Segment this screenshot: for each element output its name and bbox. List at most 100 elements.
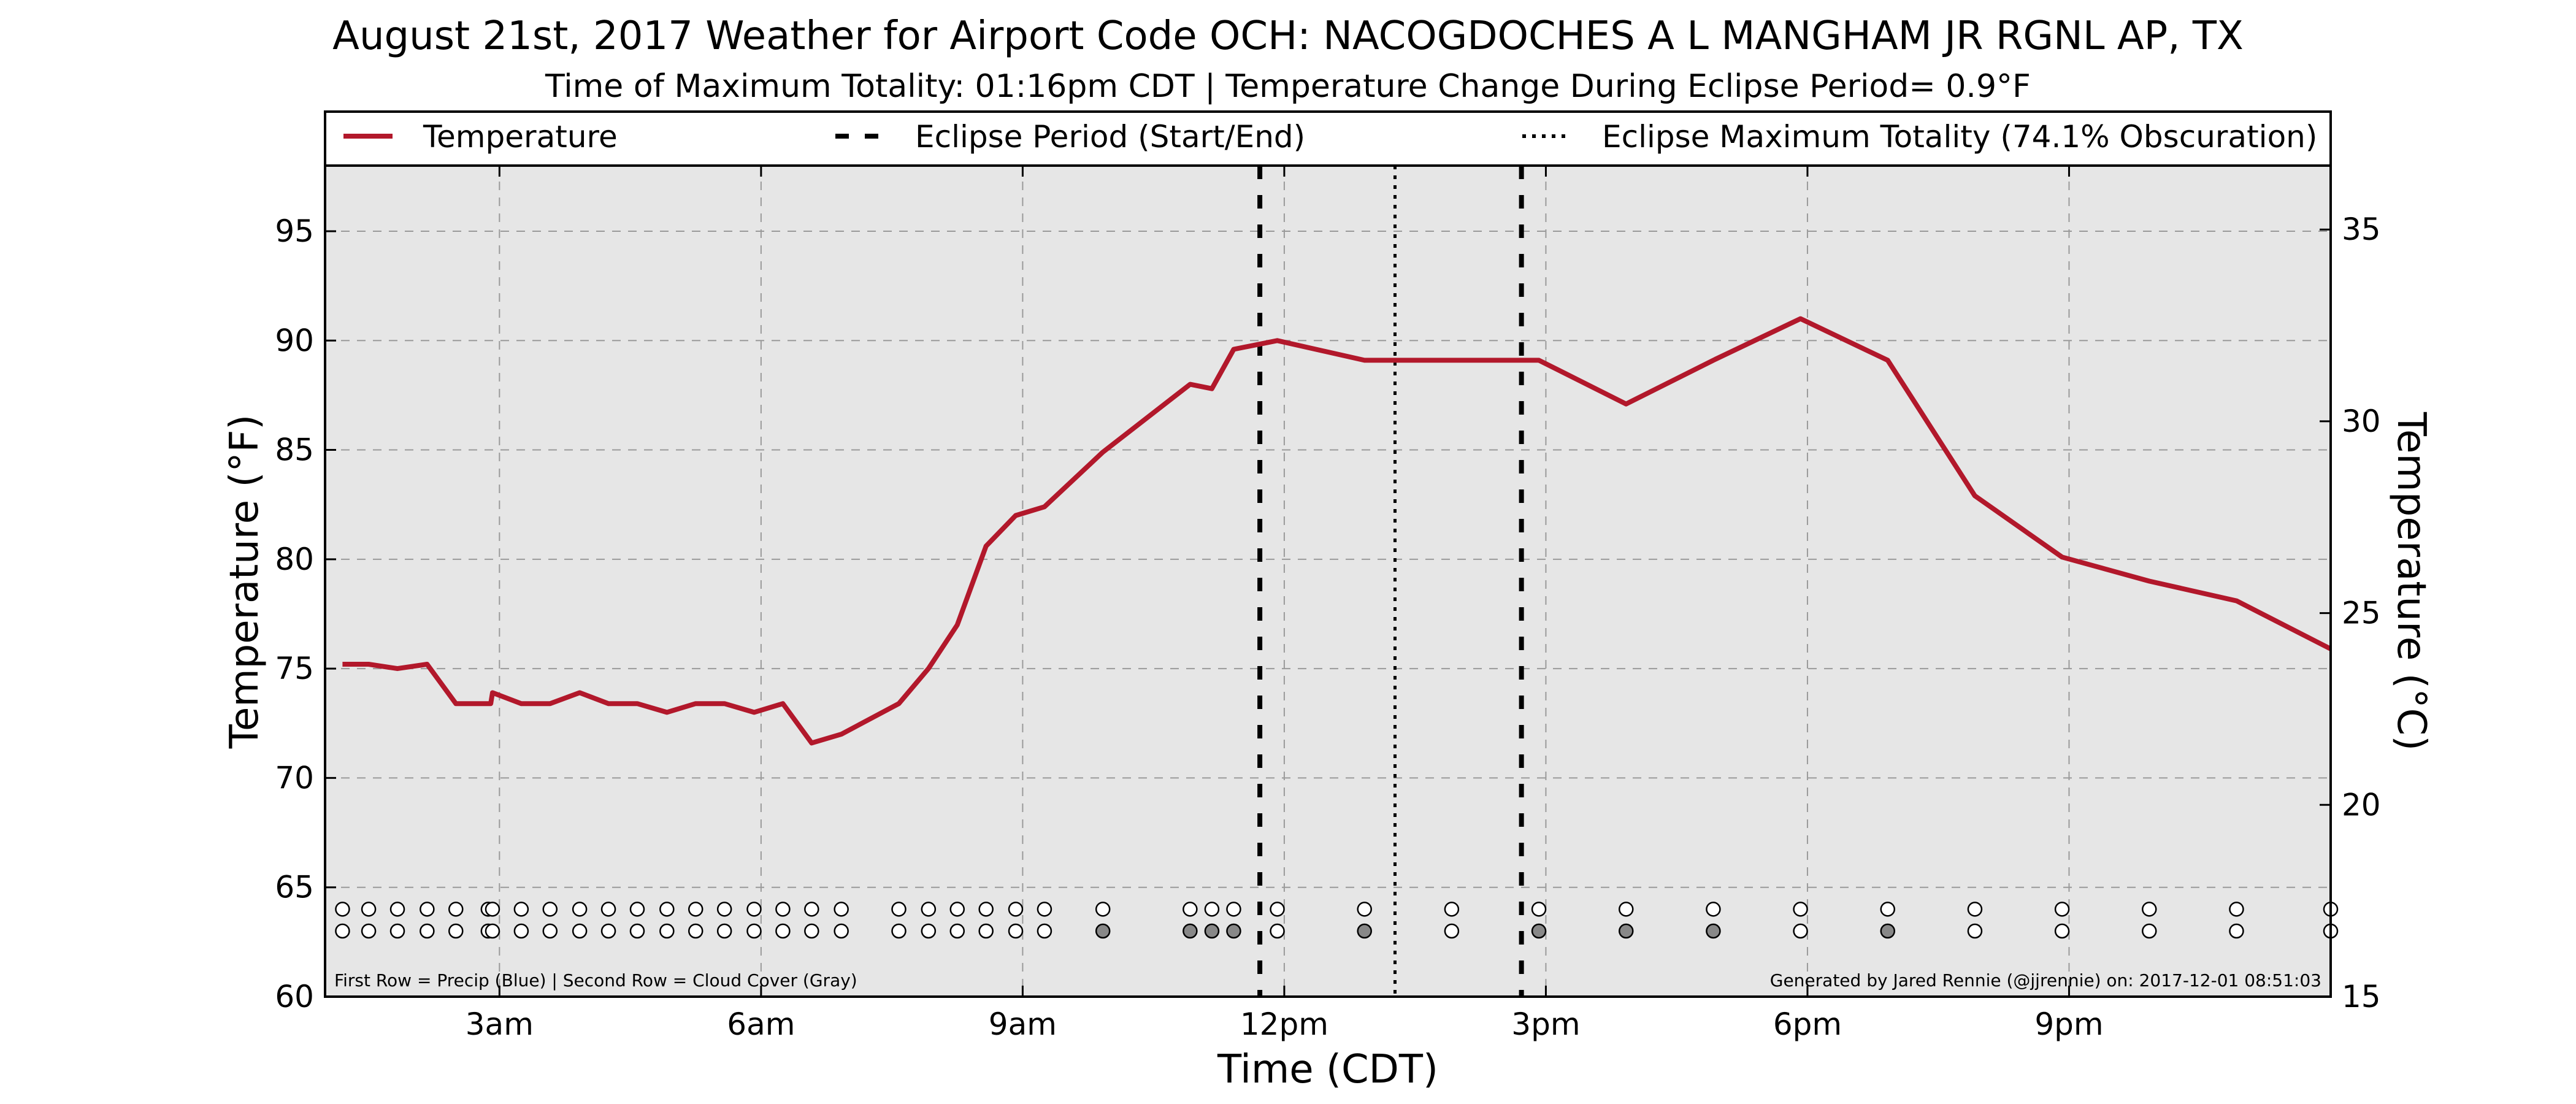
y-tick-label: 90: [275, 323, 314, 358]
x-axis-label: Time (CDT): [1217, 1047, 1438, 1092]
precip-marker: [804, 902, 819, 917]
y-tick-label: 95: [275, 213, 314, 249]
y-right-tick-label: 35: [2342, 212, 2381, 247]
x-tick-label: 3pm: [1511, 1006, 1580, 1042]
precip-marker: [1037, 902, 1052, 917]
cloud-cover-marker: [1226, 923, 1241, 939]
x-tick-label: 9pm: [2034, 1006, 2103, 1042]
temperature-line: [342, 316, 2332, 746]
cloud-cover-marker: [978, 923, 994, 939]
cloud-cover-marker: [361, 923, 377, 939]
note-right: Generated by Jared Rennie (@jjrennie) on…: [1770, 970, 2321, 991]
cloud-cover-marker: [688, 923, 703, 939]
cloud-cover-marker: [659, 923, 675, 939]
legend: Temperature Eclipse Period (Start/End) E…: [324, 110, 2332, 167]
precip-marker: [1357, 902, 1372, 917]
legend-box: [324, 110, 2332, 167]
precip-marker: [1531, 902, 1547, 917]
y-axis-label-right: Temperature (°C): [2388, 412, 2434, 751]
cloud-cover-marker: [1706, 923, 1721, 939]
precip-marker: [1618, 902, 1634, 917]
chart-title: August 21st, 2017 Weather for Airport Co…: [332, 13, 2244, 59]
temperature-series: [342, 316, 2332, 746]
cloud-cover-marker: [949, 923, 965, 939]
precip-marker: [1444, 902, 1460, 917]
y-axis-label-left: Temperature (°F): [222, 415, 267, 749]
y-tick-label: 70: [275, 760, 314, 795]
precip-marker: [629, 902, 645, 917]
precip-marker: [1183, 902, 1198, 917]
precip-marker: [361, 902, 377, 917]
cloud-cover-marker: [891, 923, 907, 939]
y-right-tick-label: 20: [2342, 787, 2381, 822]
precip-marker: [2229, 902, 2244, 917]
precip-marker: [775, 902, 791, 917]
cloud-cover-marker: [1204, 923, 1220, 939]
y-tick-label: 75: [275, 651, 314, 686]
cloud-cover-marker: [1357, 923, 1372, 939]
precip-marker: [600, 902, 616, 917]
precip-marker: [1967, 902, 1983, 917]
cloud-cover-marker: [389, 923, 405, 939]
cloud-cover-marker: [1880, 923, 1896, 939]
cloud-cover-marker: [335, 923, 350, 939]
cloud-cover-marker: [1793, 923, 1808, 939]
x-tick-label: 12pm: [1240, 1006, 1328, 1042]
precip-marker: [688, 902, 703, 917]
cloud-cover-marker: [485, 923, 500, 939]
precip-marker: [1226, 902, 1241, 917]
cloud-cover-marker: [775, 923, 791, 939]
precip-marker: [2142, 902, 2157, 917]
precip-marker: [1270, 902, 1285, 917]
x-axis: 3am 6am 9am 12pm 3pm 6pm 9pm: [466, 166, 2104, 1042]
precip-marker: [448, 902, 464, 917]
x-tick-label: 6am: [727, 1006, 795, 1042]
cloud-cover-marker: [513, 923, 529, 939]
precip-marker: [485, 902, 500, 917]
precip-marker: [834, 902, 849, 917]
cloud-cover-marker: [2142, 923, 2157, 939]
cloud-cover-marker: [1618, 923, 1634, 939]
precip-marker: [1793, 902, 1808, 917]
cloud-cover-marker: [1531, 923, 1547, 939]
y-right-tick-label: 25: [2342, 596, 2381, 631]
precip-marker: [335, 902, 350, 917]
plot-area: [324, 164, 2339, 998]
precip-marker: [1880, 902, 1896, 917]
x-tick-label: 6pm: [1773, 1006, 1842, 1042]
eclipse-lines: [1257, 166, 1524, 997]
y-axis-left: 60 65 70 75 80 85 90 95: [275, 213, 336, 1014]
cloud-cover-marker: [629, 923, 645, 939]
y-tick-label: 60: [275, 979, 314, 1014]
y-tick-label: 65: [275, 870, 314, 905]
grid: [325, 166, 2331, 997]
cloud-cover-marker: [600, 923, 616, 939]
x-tick-label: 9am: [989, 1006, 1057, 1042]
cloud-cover-marker: [1270, 923, 1285, 939]
y-axis-right: 15 20 25 30 35: [2320, 212, 2381, 1014]
cloud-cover-marker: [804, 923, 819, 939]
cloud-cover-marker: [2229, 923, 2244, 939]
precip-marker: [1204, 902, 1220, 917]
precip-marker: [389, 902, 405, 917]
cloud-cover-marker: [834, 923, 849, 939]
precip-marker: [921, 902, 937, 917]
precip-marker: [1008, 902, 1024, 917]
precip-marker: [1706, 902, 1721, 917]
precip-marker: [2054, 902, 2070, 917]
legend-label-temperature: Temperature: [423, 119, 618, 155]
cloud-cover-marker: [420, 923, 435, 939]
y-right-tick-label: 30: [2342, 404, 2381, 439]
precip-marker: [572, 902, 588, 917]
precip-marker: [513, 902, 529, 917]
y-right-tick-label: 15: [2342, 979, 2381, 1014]
y-tick-label: 80: [275, 542, 314, 577]
cloud-cover-marker: [542, 923, 558, 939]
plot-background: [325, 166, 2331, 997]
cloud-cover-marker: [2054, 923, 2070, 939]
chart-subtitle: Time of Maximum Totality: 01:16pm CDT | …: [545, 68, 2031, 105]
legend-label-eclipse-period: Eclipse Period (Start/End): [915, 119, 1305, 155]
cloud-cover-marker: [1183, 923, 1198, 939]
cloud-cover-marker: [716, 923, 732, 939]
